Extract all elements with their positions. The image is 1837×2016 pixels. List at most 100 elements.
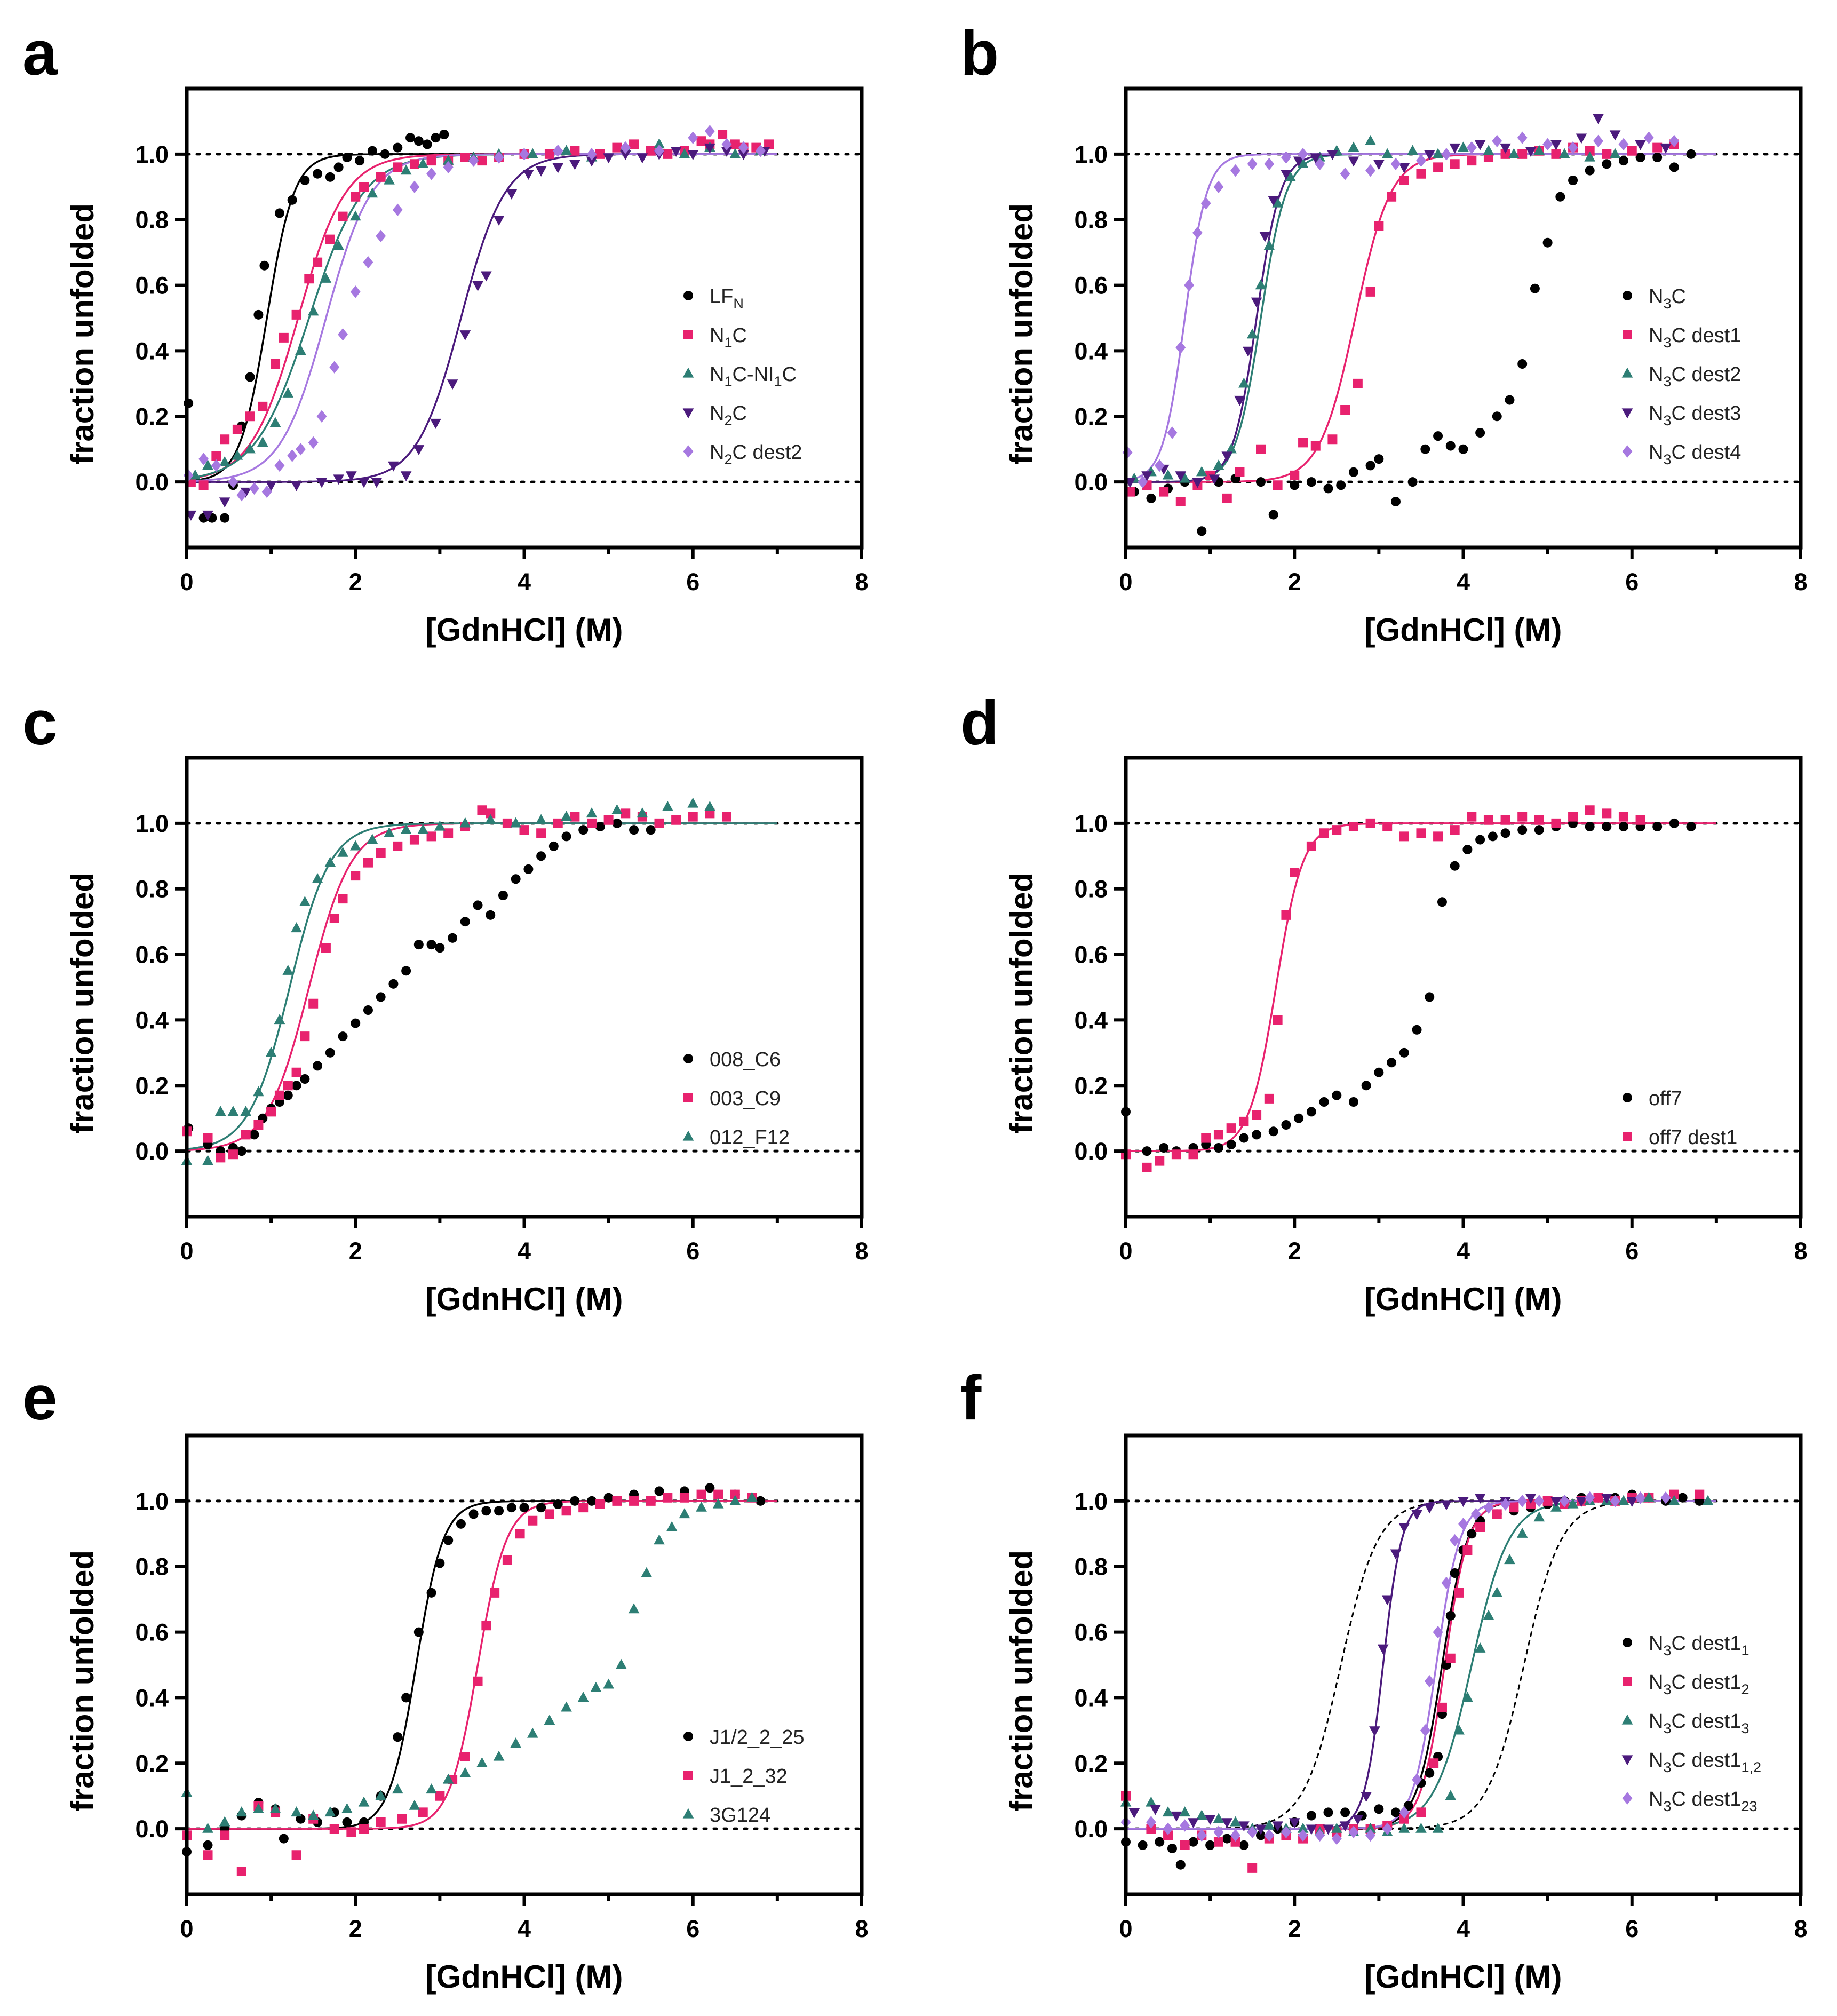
legend-label: N3C dest11,2: [1649, 1749, 1761, 1775]
data-point: [1348, 467, 1358, 477]
data-point: [203, 1840, 213, 1850]
y-axis-title: fraction unfolded: [1004, 203, 1039, 465]
data-point: [1306, 1824, 1317, 1835]
data-point: [258, 401, 268, 411]
data-point: [349, 210, 361, 221]
data-point: [375, 1790, 387, 1800]
data-point: [561, 1701, 572, 1712]
data-point: [1205, 1840, 1215, 1850]
data-point: [1252, 1130, 1262, 1140]
legend-text-part: N: [710, 363, 724, 386]
x-tick-label: 6: [686, 1915, 699, 1942]
data-point: [1162, 469, 1174, 480]
data-point: [1450, 825, 1460, 835]
data-point: [1204, 1815, 1216, 1825]
data-point: [1677, 1493, 1688, 1503]
data-point: [1348, 822, 1358, 831]
data-point: [1450, 1534, 1460, 1547]
data-point: [1474, 1642, 1486, 1653]
data-point: [1643, 131, 1654, 144]
data-point: [1234, 395, 1245, 406]
data-point: [1146, 1816, 1156, 1829]
data-point: [1407, 477, 1418, 487]
legend-marker: [683, 445, 694, 458]
data-point: [1517, 359, 1528, 369]
data-point: [506, 1503, 516, 1513]
x-axis-title: [GdnHCl] (M): [1365, 1281, 1562, 1317]
data-point: [654, 1534, 665, 1545]
data-point: [219, 456, 230, 466]
data-point: [1399, 1806, 1410, 1819]
data-point: [1263, 240, 1275, 250]
data-point: [671, 815, 681, 825]
data-point: [1585, 805, 1595, 815]
data-point: [426, 156, 436, 166]
y-tick-label: 0.0: [135, 1815, 169, 1843]
data-point: [1138, 1840, 1148, 1850]
data-point: [1289, 1818, 1300, 1829]
data-point: [1339, 1821, 1351, 1832]
legend-subscript: 1: [1741, 1642, 1749, 1658]
legend-text-part: N: [1649, 285, 1663, 308]
data-point: [1213, 1813, 1224, 1823]
data-point: [245, 411, 255, 422]
data-point: [1242, 346, 1254, 357]
data-point: [1213, 1825, 1224, 1838]
data-point: [654, 138, 665, 149]
data-point: [1555, 192, 1565, 202]
data-point: [349, 840, 361, 851]
legend-text-part: N: [1649, 363, 1663, 386]
data-point: [442, 154, 454, 165]
data-point: [1416, 828, 1426, 838]
data-point: [1264, 157, 1275, 170]
data-point: [553, 145, 563, 157]
data-point: [1450, 1568, 1460, 1578]
data-series: [1121, 1489, 1705, 1870]
data-point: [1585, 146, 1595, 156]
data-point: [282, 387, 294, 398]
legend-marker: [1621, 367, 1633, 378]
data-point: [313, 169, 323, 179]
y-tick-label: 0.6: [1074, 1619, 1108, 1646]
legend-label: J1_2_32: [710, 1765, 788, 1788]
data-point: [1416, 169, 1426, 179]
data-point: [1635, 1491, 1646, 1504]
data-point: [1500, 149, 1510, 159]
legend-marker: [1623, 1132, 1632, 1141]
data-point: [1458, 141, 1469, 152]
data-point: [1660, 1491, 1671, 1504]
data-point: [216, 1153, 226, 1163]
data-point: [603, 153, 614, 164]
data-point: [595, 822, 605, 831]
legend-subscript: 3: [1663, 1642, 1671, 1658]
data-point: [586, 148, 597, 161]
data-point: [401, 966, 411, 976]
data-point: [1403, 1801, 1413, 1811]
data-point: [351, 871, 361, 881]
data-point: [1171, 1149, 1181, 1160]
data-point: [1467, 1529, 1477, 1539]
data-point: [1609, 148, 1621, 158]
y-tick-label: 0.6: [135, 941, 169, 969]
data-point: [1584, 151, 1596, 162]
data-point: [279, 1834, 289, 1844]
data-point: [679, 1508, 690, 1519]
data-point: [1475, 428, 1485, 438]
data-point: [439, 130, 449, 139]
data-point: [1542, 138, 1553, 151]
data-point: [1398, 1523, 1410, 1534]
y-tick-label: 0.6: [135, 272, 169, 299]
data-point: [1188, 1837, 1198, 1847]
data-point: [1315, 1829, 1325, 1842]
data-point: [654, 145, 664, 157]
legend-subscript: 2: [724, 451, 732, 467]
data-point: [646, 146, 656, 156]
x-axis-title: [GdnHCl] (M): [426, 1281, 623, 1317]
data-point: [363, 858, 373, 868]
data-series: [1125, 139, 1679, 506]
data-point: [544, 149, 554, 159]
data-point: [350, 285, 361, 298]
data-point: [345, 471, 357, 482]
